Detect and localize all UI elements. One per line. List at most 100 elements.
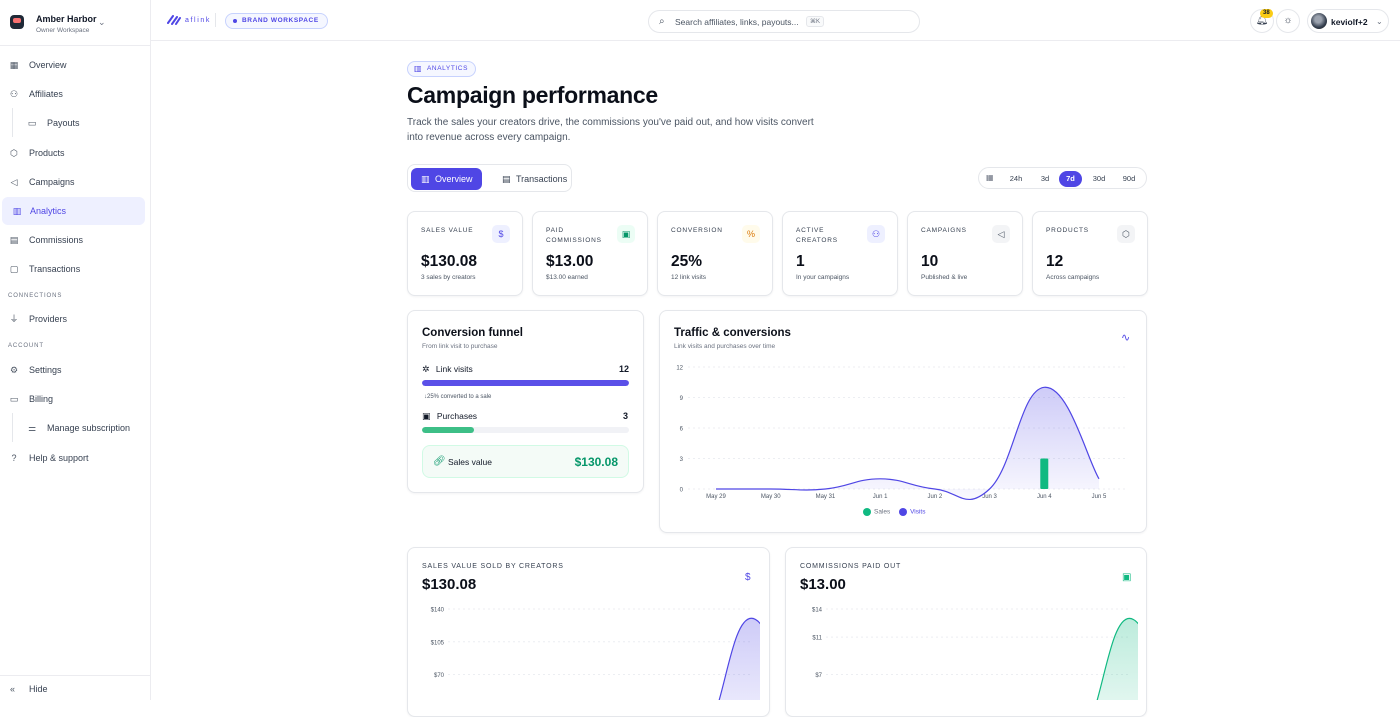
link-visits-row: ✲ Link visits	[422, 364, 473, 375]
range-7d[interactable]: 7d	[1059, 171, 1082, 187]
sidebar-item-label: Payouts	[47, 118, 80, 128]
workspace-avatar	[10, 15, 24, 29]
avatar	[1311, 13, 1327, 29]
x-tick-label: May 30	[761, 494, 781, 500]
y-tick-label: $7	[815, 673, 822, 679]
sidebar-item-label: Help & support	[29, 453, 89, 463]
brand-workspace-badge[interactable]: BRAND WORKSPACE	[225, 13, 328, 29]
link-visits-count: 12	[619, 364, 630, 374]
credit-card-icon: ▭	[9, 394, 19, 404]
traffic-legend: Sales Visits	[863, 508, 926, 518]
sales-value-chart: $140$105$70$35	[431, 608, 760, 700]
analytics-badge: ▥ ANALYTICS	[407, 61, 477, 77]
commissions-chart-total: $13.00	[800, 576, 846, 593]
stat-hint: 12 link visits	[671, 274, 707, 281]
visits-area	[716, 387, 1099, 500]
sidebar-item-settings[interactable]: ⚙ Settings	[0, 356, 151, 384]
stat-value: 10	[921, 253, 939, 270]
user-menu-button[interactable]: keviolf+2 ⌄	[1307, 9, 1389, 33]
stat-card-paid-commissions: PAID COMMISSIONS ▣ $13.00 $13.00 earned	[532, 211, 648, 296]
workspace-switcher[interactable]: Amber Harbor Owner Workspace ⌄	[0, 0, 151, 46]
sidebar-item-billing[interactable]: ▭ Billing	[0, 385, 151, 413]
funnel-subtitle: From link visit to purchase	[422, 343, 498, 350]
tab-label: Transactions	[516, 174, 568, 184]
purchases-row: ▣ Purchases	[422, 411, 477, 422]
stat-label: CONVERSION	[671, 227, 723, 234]
range-3d[interactable]: 3d	[1040, 174, 1050, 183]
sidebar-item-transactions[interactable]: ▢ Transactions	[0, 255, 151, 283]
y-tick-label: 12	[676, 366, 683, 372]
stat-card-sales-value: SALES VALUE $ $130.08 3 sales by creator…	[407, 211, 523, 296]
stat-hint: Across campaigns	[1046, 274, 1100, 281]
sliders-icon: ⚌	[27, 423, 37, 433]
sidebar-item-label: Providers	[29, 314, 68, 324]
visits-line	[715, 386, 1100, 501]
workspace-name: Amber Harbor	[36, 14, 97, 24]
x-tick-label: Jun 5	[1092, 494, 1107, 500]
stat-value: 12	[1046, 253, 1064, 270]
wallet-icon: ▣	[617, 225, 635, 243]
help-icon: ?	[11, 453, 17, 463]
tree-line	[12, 108, 13, 137]
y-tick-label: $140	[431, 608, 445, 614]
legend-label-sales: Sales	[874, 508, 891, 516]
purchases-label: Purchases	[436, 411, 478, 421]
sun-icon: ☼	[1283, 15, 1293, 26]
sales-value-label: Sales value	[448, 457, 492, 467]
range-24h[interactable]: 24h	[1009, 174, 1023, 183]
y-tick-label: $14	[812, 608, 823, 614]
stat-card-campaigns: CAMPAIGNS ◁ 10 Published & live	[907, 211, 1023, 296]
dollar-icon: $	[492, 225, 510, 243]
page-title: Campaign performance	[407, 82, 658, 108]
sales-bar	[1040, 458, 1049, 489]
commissions-chart-title: COMMISSIONS PAID OUT	[800, 563, 902, 570]
sidebar-item-analytics[interactable]: ▥ Analytics	[2, 197, 145, 225]
range-30d[interactable]: 30d	[1092, 174, 1106, 183]
stat-hint: Published & live	[921, 274, 968, 281]
bar-chart-icon: ▥	[12, 206, 22, 216]
search-placeholder: Search affiliates, links, payouts...	[675, 17, 799, 27]
stat-label: SALES VALUE	[421, 227, 474, 234]
tab-transactions[interactable]: ▤ Transactions	[492, 168, 568, 190]
sidebar-item-help[interactable]: ? Help & support	[0, 444, 151, 472]
sparkle-click-icon: ✲	[422, 364, 430, 374]
topbar: aflink BRAND WORKSPACE ⌕ Search affiliat…	[151, 0, 1400, 41]
sidebar-item-manage-subscription[interactable]: ⚌ Manage subscription	[0, 414, 151, 442]
y-tick-label: $105	[431, 640, 445, 646]
stat-value: 25%	[671, 253, 703, 270]
conversion-note: ↓25% converted to a sale	[424, 394, 491, 400]
sidebar-item-affiliates[interactable]: ⚇ Affiliates	[0, 80, 151, 108]
traffic-title: Traffic & conversions	[674, 327, 791, 339]
x-tick-label: Jun 2	[928, 494, 943, 500]
y-tick-label: 9	[680, 396, 684, 402]
sidebar-item-label: Commissions	[29, 235, 84, 245]
page-description: Track the sales your creators drive, the…	[407, 117, 814, 143]
theme-toggle-button[interactable]: ☼	[1276, 9, 1300, 33]
search-input[interactable]: ⌕ Search affiliates, links, payouts... ⌘…	[648, 10, 920, 33]
logo-icon	[167, 15, 181, 25]
sidebar-item-products[interactable]: ⬡ Products	[0, 139, 151, 167]
sidebar-item-label: Transactions	[29, 264, 81, 274]
range-90d[interactable]: 90d	[1122, 174, 1136, 183]
stat-hint: In your campaigns	[796, 274, 850, 281]
y-tick-label: 0	[680, 488, 684, 494]
sidebar: Amber Harbor Owner Workspace ⌄ ▦ Overvie…	[0, 0, 151, 700]
sidebar-item-payouts[interactable]: ▭ Payouts	[0, 109, 151, 137]
analytics-badge-label: ANALYTICS	[427, 65, 469, 72]
sidebar-item-providers[interactable]: ⏚ Providers	[0, 305, 151, 333]
hide-sidebar-button[interactable]: « Hide	[0, 675, 151, 700]
wallet-icon: ▣	[1122, 572, 1132, 583]
stat-value: $13.00	[546, 253, 594, 270]
funnel-title: Conversion funnel	[422, 327, 523, 339]
stat-label: PRODUCTS	[1046, 227, 1089, 234]
box-icon: ⬡	[1117, 225, 1135, 243]
tab-overview[interactable]: ▥ Overview	[411, 168, 482, 190]
plug-icon: ⏚	[9, 314, 19, 324]
legend-swatch-visits	[899, 508, 908, 516]
stat-card-conversion: CONVERSION % 25% 12 link visits	[657, 211, 773, 296]
users-icon: ⚇	[9, 89, 19, 99]
sidebar-item-commissions[interactable]: ▤ Commissions	[0, 226, 151, 254]
sidebar-item-overview[interactable]: ▦ Overview	[0, 51, 151, 79]
stat-label: PAID COMMISSIONS	[546, 227, 602, 244]
sidebar-item-campaigns[interactable]: ◁ Campaigns	[0, 168, 151, 196]
